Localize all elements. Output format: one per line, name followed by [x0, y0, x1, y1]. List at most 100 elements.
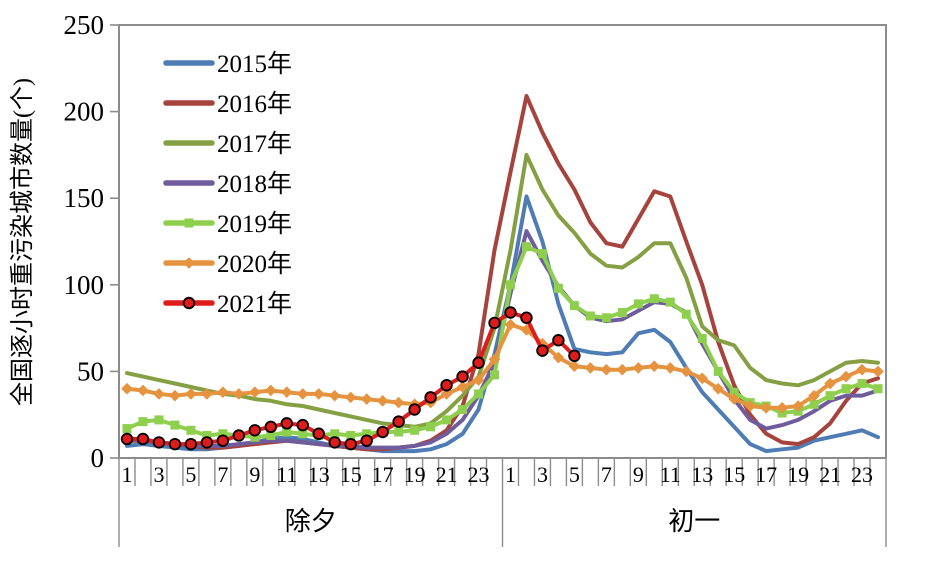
circle-marker: [456, 370, 469, 383]
x-axis-hour-label: 11: [660, 462, 681, 487]
legend-item-2020年: 2020年: [163, 250, 292, 278]
legend-label: 2018年: [217, 170, 292, 198]
circle-marker: [408, 403, 421, 416]
diamond-marker: [488, 353, 501, 366]
legend-item-2015年: 2015年: [163, 50, 292, 78]
diamond-marker: [344, 391, 357, 404]
diamond-marker: [504, 318, 517, 331]
square-marker: [170, 420, 180, 430]
square-marker: [250, 432, 260, 442]
x-axis-hour-label: 23: [851, 462, 873, 487]
square-marker: [665, 297, 675, 307]
circle-marker: [296, 418, 309, 432]
diamond-marker: [472, 374, 485, 386]
x-axis-hour-label: 13: [308, 462, 330, 487]
x-axis-hour-label: 19: [787, 462, 809, 487]
circle-marker: [312, 427, 325, 440]
diamond-marker: [121, 382, 133, 395]
diamond-marker: [584, 362, 597, 374]
diamond-marker: [296, 388, 309, 400]
legend-label: 2020年: [217, 250, 292, 278]
diamond-marker: [712, 382, 725, 395]
x-axis-hour-label: 11: [276, 462, 297, 487]
legend-label: 2016年: [217, 90, 292, 118]
square-marker: [186, 425, 196, 435]
square-marker: [649, 294, 659, 304]
x-axis-hour-label: 17: [755, 462, 777, 487]
diamond-marker: [280, 386, 293, 398]
circle-marker: [376, 425, 389, 439]
circle-marker: [200, 436, 214, 449]
x-axis-hour-label: 9: [249, 462, 260, 487]
diamond-marker: [664, 362, 677, 374]
diamond-marker: [696, 372, 709, 385]
square-marker: [825, 391, 835, 401]
square-marker: [346, 430, 356, 440]
diamond-marker: [183, 257, 195, 269]
square-marker: [458, 405, 468, 415]
x-axis-hour-label: 1: [121, 462, 132, 487]
diamond-marker: [201, 388, 213, 400]
circle-marker: [182, 296, 196, 310]
x-axis-hour-label: 5: [569, 462, 580, 487]
y-axis-tick-label: 200: [64, 97, 105, 127]
legend-item-2018年: 2018年: [163, 170, 292, 198]
square-marker: [202, 430, 212, 440]
circle-marker: [504, 306, 517, 319]
square-marker: [857, 379, 867, 389]
diamond-marker: [808, 389, 820, 402]
x-axis-hour-label: 5: [185, 462, 196, 487]
x-axis-hour-label: 17: [372, 462, 394, 487]
x-axis-hour-label: 9: [633, 462, 644, 487]
square-marker: [633, 299, 643, 309]
series-2021年: [120, 306, 581, 451]
legend-item-2021年: 2021年: [163, 290, 292, 318]
square-marker: [138, 417, 148, 427]
circle-marker: [392, 415, 405, 428]
circle-marker: [440, 379, 453, 392]
x-axis-hour-label: 15: [723, 462, 745, 487]
x-axis-hour-label: 15: [340, 462, 362, 487]
diamond-marker: [600, 363, 613, 376]
circle-marker: [184, 437, 198, 451]
diamond-marker: [648, 360, 661, 373]
circle-marker: [152, 436, 166, 449]
legend-label: 2019年: [217, 210, 292, 238]
square-marker: [569, 301, 579, 311]
diamond-marker: [312, 388, 325, 400]
series-line: [125, 152, 880, 429]
diamond-marker: [872, 365, 884, 378]
diamond-marker: [680, 365, 693, 378]
diamond-marker: [456, 381, 469, 393]
legend-label: 2021年: [217, 290, 292, 318]
circle-marker: [472, 356, 485, 369]
circle-marker: [536, 344, 549, 357]
circle-marker: [216, 434, 230, 447]
circle-marker: [280, 417, 293, 430]
circle-marker: [552, 334, 565, 347]
square-marker: [298, 429, 308, 439]
square-marker: [537, 249, 547, 259]
square-marker: [841, 384, 851, 394]
day-group-label: 初一: [668, 507, 720, 536]
diamond-marker: [792, 400, 804, 412]
y-axis-tick-label: 250: [64, 10, 105, 40]
square-marker: [282, 427, 292, 437]
circle-marker: [328, 436, 341, 449]
x-axis-hour-label: 3: [153, 462, 164, 487]
square-marker: [266, 430, 276, 440]
square-marker: [617, 308, 627, 318]
x-axis-hour-label: 21: [436, 462, 458, 487]
y-axis-title: 全国逐小时重污染城市数量(个): [9, 78, 36, 406]
circle-marker: [360, 434, 373, 447]
circle-marker: [248, 424, 262, 437]
square-marker: [330, 429, 340, 439]
legend-item-2017年: 2017年: [163, 130, 292, 158]
diamond-marker: [728, 393, 740, 405]
diamond-marker: [744, 400, 756, 412]
y-axis-tick-label: 50: [77, 356, 104, 386]
diamond-marker: [265, 384, 277, 397]
diamond-marker: [552, 351, 565, 364]
circle-marker: [488, 316, 501, 330]
